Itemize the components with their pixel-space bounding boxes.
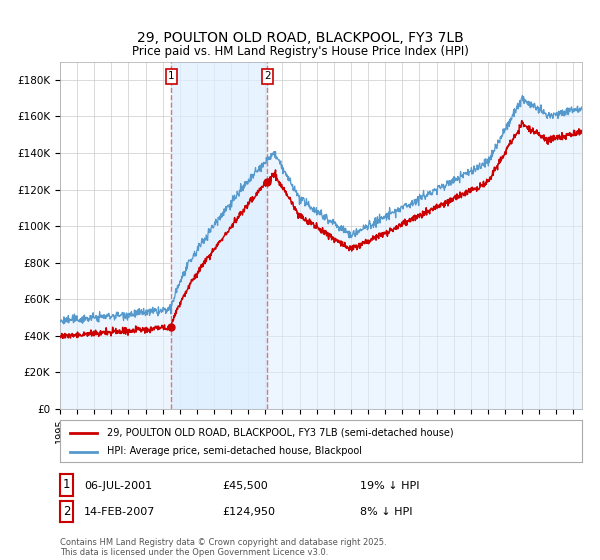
Text: 14-FEB-2007: 14-FEB-2007 (84, 507, 155, 517)
Text: 29, POULTON OLD ROAD, BLACKPOOL, FY3 7LB (semi-detached house): 29, POULTON OLD ROAD, BLACKPOOL, FY3 7LB… (107, 428, 454, 437)
Text: 29, POULTON OLD ROAD, BLACKPOOL, FY3 7LB: 29, POULTON OLD ROAD, BLACKPOOL, FY3 7LB (137, 31, 463, 45)
Text: Price paid vs. HM Land Registry's House Price Index (HPI): Price paid vs. HM Land Registry's House … (131, 45, 469, 58)
Text: £45,500: £45,500 (222, 480, 268, 491)
Text: 2: 2 (264, 71, 271, 81)
Text: 1: 1 (63, 478, 70, 492)
Text: 8% ↓ HPI: 8% ↓ HPI (360, 507, 413, 517)
Text: 2: 2 (63, 505, 70, 518)
Text: 06-JUL-2001: 06-JUL-2001 (84, 480, 152, 491)
Text: Contains HM Land Registry data © Crown copyright and database right 2025.
This d: Contains HM Land Registry data © Crown c… (60, 538, 386, 557)
Text: 1: 1 (168, 71, 175, 81)
Text: 19% ↓ HPI: 19% ↓ HPI (360, 480, 419, 491)
Text: £124,950: £124,950 (222, 507, 275, 517)
Bar (172, 62, 268, 409)
Text: HPI: Average price, semi-detached house, Blackpool: HPI: Average price, semi-detached house,… (107, 446, 362, 456)
